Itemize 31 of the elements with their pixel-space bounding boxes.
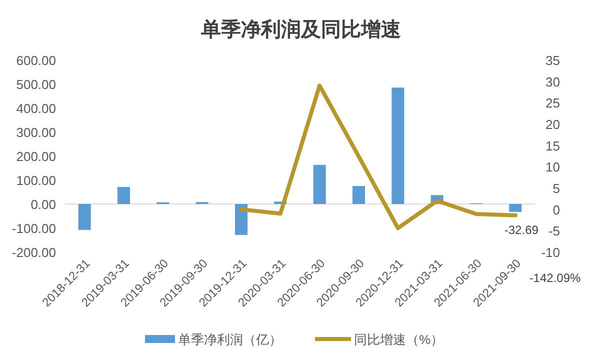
y2-tick-label: 30 [546,74,560,90]
legend-label: 单季净利润（亿） [178,332,282,347]
bar [352,186,366,204]
y-tick-label: 100.00 [16,173,56,188]
bar [392,88,404,204]
y-tick-label: -100.00 [12,221,56,236]
y-tick-label: -200.00 [12,245,56,260]
y2-tick-label: 20 [546,117,560,132]
data-label: -32.69 [504,222,539,237]
y-tick-label: 400.00 [16,101,56,116]
y2-tick-label: 10 [546,160,560,175]
bar [509,204,522,212]
y-tick-label: 0.00 [30,197,56,212]
y2-tick-label: 35 [546,53,560,68]
y-tick-label: 300.00 [16,125,56,140]
bar [117,186,130,204]
y-tick-label: 600.00 [16,53,56,68]
y2-tick-label: 25 [546,96,560,111]
bar [313,164,326,204]
y2-tick-label: 5 [552,181,560,196]
y2-tick-label: 15 [546,138,560,154]
y2-tick-label: 0 [552,202,560,218]
y-tick-label: 200.00 [16,149,56,164]
text: -142.09% [529,271,582,285]
y2-tick-label: -5 [548,224,560,239]
bar [234,204,248,235]
chart-title: 单季净利润及同比增速 [200,18,401,41]
y2-tick-label: -10 [541,245,560,260]
legend-label: 同比增速（%） [354,332,444,347]
y-tick-label: 500.00 [16,77,56,92]
bar [78,204,91,230]
